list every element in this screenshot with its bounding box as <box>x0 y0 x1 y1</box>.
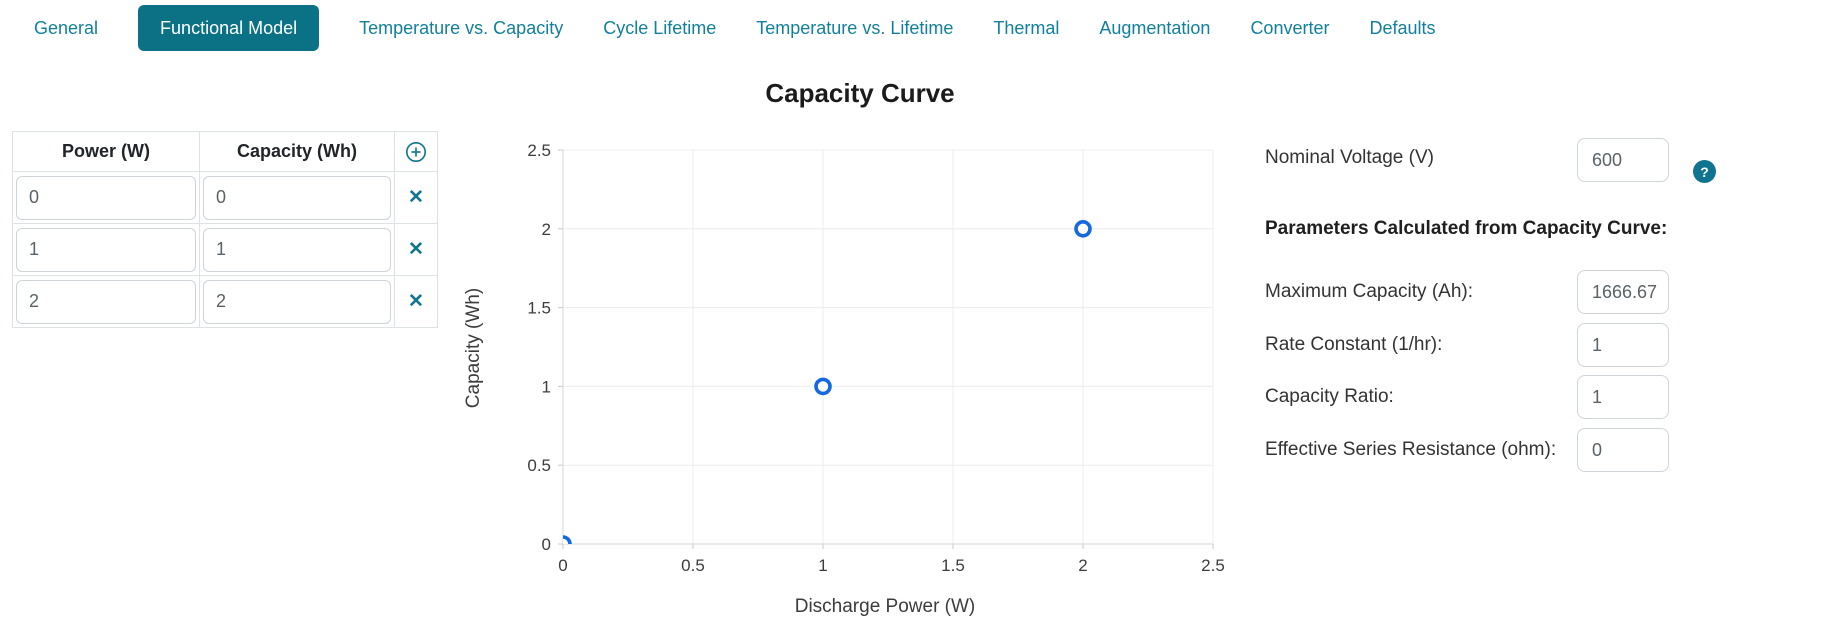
table-header-row: Power (W) Capacity (Wh) <box>12 131 438 172</box>
y-tick-label: 2 <box>542 220 551 239</box>
capacity-input-1[interactable] <box>203 227 391 272</box>
capacity-input-2[interactable] <box>203 279 391 324</box>
y-tick-label: 0 <box>542 535 551 554</box>
capacity-ratio-input[interactable] <box>1577 375 1669 419</box>
delete-row-button-1[interactable]: ✕ <box>408 239 424 260</box>
tab-general[interactable]: General <box>34 18 99 38</box>
effective-series-resistance-input[interactable] <box>1577 428 1669 472</box>
y-axis-title: Capacity (Wh) <box>463 287 484 409</box>
nominal-voltage-label: Nominal Voltage (V) <box>1265 147 1434 168</box>
power-input-0[interactable] <box>16 175 196 220</box>
y-tick-label: 2.5 <box>527 141 551 160</box>
rate-constant-label: Rate Constant (1/hr): <box>1265 334 1443 355</box>
table-row: ✕ <box>12 171 438 224</box>
data-point[interactable] <box>1074 220 1092 238</box>
rate-constant-input[interactable] <box>1577 323 1669 367</box>
x-tick-label: 1.5 <box>941 556 965 575</box>
capacity-column-header: Capacity (Wh) <box>199 131 395 172</box>
y-tick-label: 1 <box>542 377 551 396</box>
x-tick-label: 1 <box>818 556 827 575</box>
x-tick-label: 2.5 <box>1201 556 1225 575</box>
x-tick-label: 2 <box>1078 556 1087 575</box>
effective-series-resistance-label: Effective Series Resistance (ohm): <box>1265 439 1557 460</box>
tab-temperature-vs-lifetime[interactable]: Temperature vs. Lifetime <box>756 18 954 38</box>
delete-row-button-2[interactable]: ✕ <box>408 291 424 312</box>
y-tick-label: 1.5 <box>527 299 551 318</box>
tab-augmentation[interactable]: Augmentation <box>1099 18 1211 38</box>
nominal-voltage-input[interactable] <box>1577 138 1669 182</box>
chart-plot-area: 0 0.5 1 1.5 2 2.5 0 0.5 1 1.5 2 2.5 <box>527 141 1224 575</box>
maximum-capacity-label: Maximum Capacity (Ah): <box>1265 281 1473 302</box>
data-point[interactable] <box>814 377 832 396</box>
tab-thermal[interactable]: Thermal <box>993 18 1060 38</box>
chart-generated: 0 0.5 1 1.5 2 2.5 0 0.5 1 1.5 2 2.5 <box>527 141 1224 575</box>
maximum-capacity-input[interactable] <box>1577 270 1669 314</box>
table-row: ✕ <box>12 275 438 328</box>
tab-converter[interactable]: Converter <box>1250 18 1330 38</box>
capacity-points-table: Power (W) Capacity (Wh) ✕ <box>12 131 438 328</box>
plus-circle-icon <box>406 141 426 162</box>
y-tick-label: 0.5 <box>527 456 551 475</box>
add-row-button[interactable] <box>405 141 427 163</box>
data-point[interactable] <box>556 535 572 551</box>
tab-temperature-vs-capacity[interactable]: Temperature vs. Capacity <box>359 18 564 38</box>
parameters-section-title: Parameters Calculated from Capacity Curv… <box>1265 218 1668 239</box>
x-axis-title: Discharge Power (W) <box>794 596 976 617</box>
power-column-header: Power (W) <box>12 131 200 172</box>
tab-functional-model[interactable]: Functional Model <box>138 5 320 51</box>
data-points <box>556 220 1092 551</box>
tab-bar: General Functional Model Temperature vs.… <box>0 0 1840 56</box>
add-column-header <box>394 131 438 172</box>
x-tick-label: 0 <box>558 556 567 575</box>
capacity-input-0[interactable] <box>203 175 391 220</box>
help-icon[interactable]: ? <box>1693 160 1716 183</box>
x-tick-label: 0.5 <box>681 556 705 575</box>
capacity-ratio-label: Capacity Ratio: <box>1265 386 1394 407</box>
table-row: ✕ <box>12 223 438 276</box>
tab-cycle-lifetime[interactable]: Cycle Lifetime <box>603 18 717 38</box>
chart-title: Capacity Curve <box>765 78 955 108</box>
power-input-2[interactable] <box>16 279 196 324</box>
power-input-1[interactable] <box>16 227 196 272</box>
delete-row-button-0[interactable]: ✕ <box>408 187 424 208</box>
capacity-curve-chart: Capacity Curve 0 0.5 1 1.5 2 2.5 0 0.5 1 1.5 2 2.5 … <box>440 60 1280 635</box>
tab-defaults[interactable]: Defaults <box>1369 18 1436 38</box>
